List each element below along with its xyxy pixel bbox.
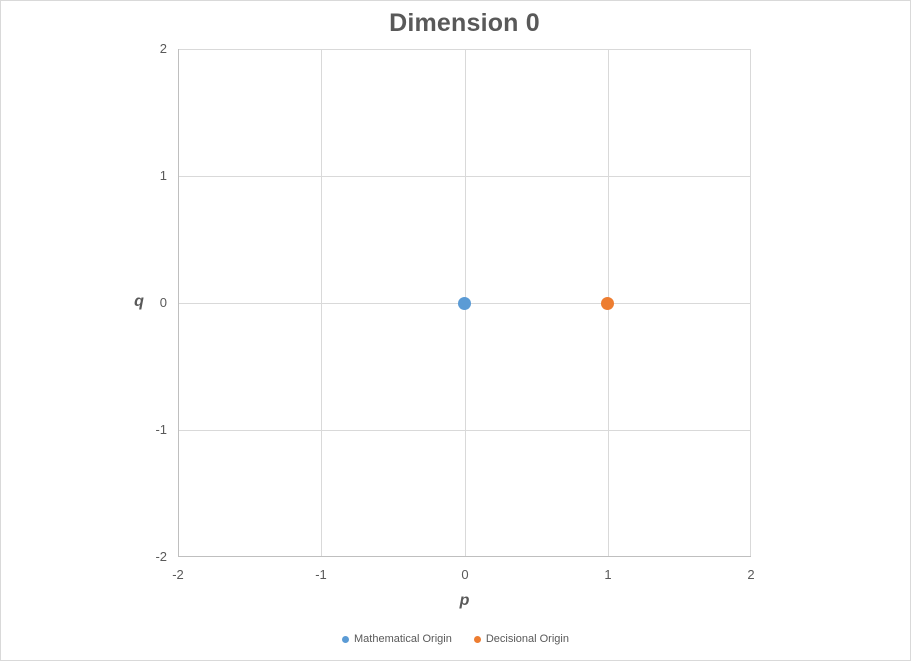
plot-area: p q -2 -1 0 1 2 -2 -1 0 1 2	[134, 41, 755, 609]
legend-label: Mathematical Origin	[354, 633, 452, 645]
y-tick-label: 1	[159, 168, 167, 183]
horizontal-gridline	[178, 176, 751, 177]
horizontal-gridline	[178, 49, 751, 50]
horizontal-gridline	[178, 430, 751, 431]
data-point-decisional-origin	[601, 296, 615, 310]
legend-marker-icon	[473, 635, 481, 643]
x-tick-label: 0	[461, 567, 469, 582]
x-tick-label: 2	[747, 567, 755, 582]
y-tick-label: -2	[155, 549, 167, 564]
vertical-gridline	[321, 49, 322, 557]
x-axis-line	[178, 556, 751, 557]
y-tick-label: 2	[159, 41, 167, 56]
x-tick-label: -2	[172, 567, 184, 582]
x-tick-label: -1	[315, 567, 327, 582]
vertical-gridline	[750, 49, 751, 557]
legend: Mathematical Origin Decisional Origin	[1, 632, 910, 646]
y-axis-title: q	[134, 293, 144, 310]
data-point-mathematical-origin	[458, 296, 471, 310]
x-axis-title: p	[459, 592, 470, 609]
legend-label: Decisional Origin	[485, 633, 569, 645]
legend-marker-icon	[342, 635, 349, 643]
legend-item-mathematical-origin: Mathematical Origin	[342, 632, 452, 646]
y-tick-label: 0	[159, 295, 167, 310]
chart-title: Dimension 0	[389, 9, 540, 37]
x-tick-label: 1	[604, 567, 612, 582]
y-axis-line	[178, 49, 179, 557]
y-tick-label: -1	[155, 422, 167, 437]
legend-item-decisional-origin: Decisional Origin	[473, 632, 569, 646]
